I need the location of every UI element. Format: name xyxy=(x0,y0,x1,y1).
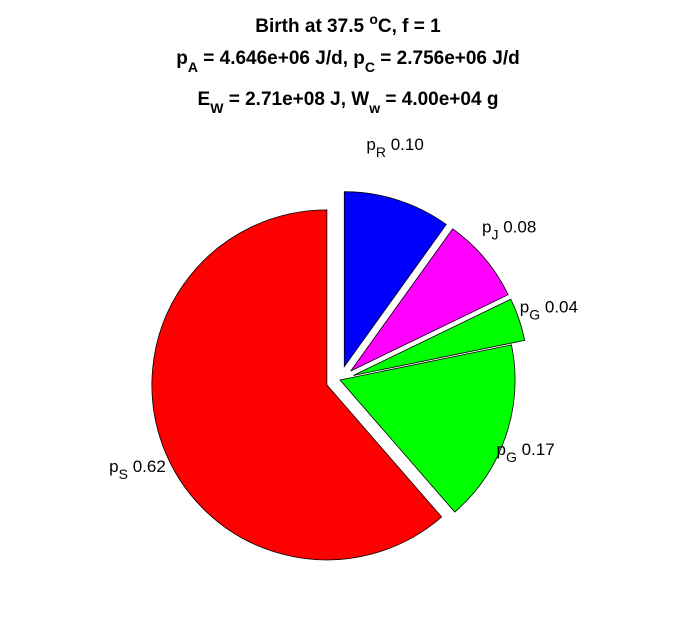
pie-slice-s-4 xyxy=(151,209,443,561)
pie-slice-r-0 xyxy=(343,191,447,368)
pie-slices xyxy=(151,191,526,561)
title-line-3: EW = 2.71e+08 J, Ww = 4.00e+04 g xyxy=(198,89,499,116)
chart-title: Birth at 37.5 oC, f = 1 pA = 4.646e+06 J… xyxy=(176,11,519,116)
slice-label-g-3: pG 0.17 xyxy=(497,440,555,465)
pie-slice-j-1 xyxy=(350,228,509,372)
slice-label-s-4: pS 0.62 xyxy=(109,457,166,482)
title-line-1: Birth at 37.5 oC, f = 1 xyxy=(255,11,441,37)
slice-label-j-1: pJ 0.08 xyxy=(482,217,536,242)
slice-label-r-0: pR 0.10 xyxy=(366,135,423,160)
pie-slice-g-2 xyxy=(353,298,526,376)
pie-slice-g-3 xyxy=(339,344,516,513)
slice-labels: pR 0.10 pJ 0.08 pG 0.04 pG 0.17 pS 0.62 xyxy=(109,135,578,482)
slice-label-g-2: pG 0.04 xyxy=(520,298,578,323)
title-line-2: pA = 4.646e+06 J/d, pC = 2.756e+06 J/d xyxy=(176,48,519,75)
